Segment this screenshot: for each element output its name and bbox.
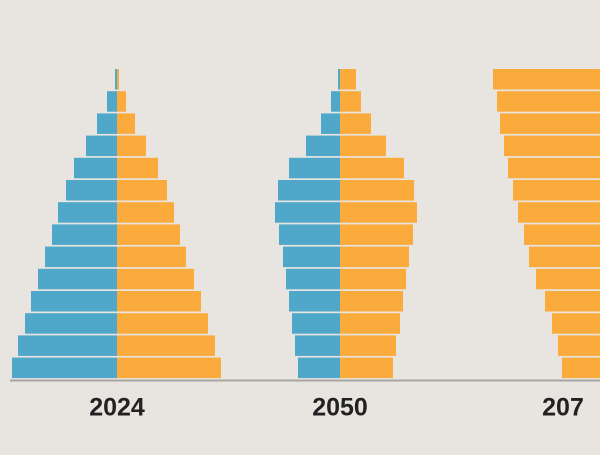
year-label: 2050 [312, 394, 368, 422]
male-bar [86, 135, 117, 157]
female-bar [340, 313, 400, 334]
male-bar [286, 268, 340, 290]
male-bar [107, 91, 117, 112]
male-bar [18, 335, 117, 356]
male-bar [278, 180, 340, 201]
female-bar [558, 335, 600, 356]
female-bar [340, 335, 396, 356]
male-bar [289, 157, 340, 179]
female-bar [497, 91, 600, 112]
female-bar [524, 224, 600, 245]
male-bar [58, 202, 117, 223]
female-bar [529, 246, 600, 268]
female-bar [340, 224, 413, 245]
female-bar [562, 357, 600, 379]
female-bar [340, 135, 386, 157]
female-bar [504, 135, 600, 157]
male-bar [338, 69, 340, 90]
female-bar [536, 268, 600, 290]
female-bar [340, 91, 361, 112]
female-bar [508, 157, 600, 179]
male-bar [31, 291, 117, 312]
female-bar [117, 246, 186, 268]
male-bar [331, 91, 340, 112]
female-bar [340, 202, 417, 223]
female-bar [340, 113, 371, 134]
year-label: 2024 [89, 394, 145, 422]
female-bar [117, 202, 174, 223]
female-bar [117, 335, 215, 356]
female-bar [493, 69, 600, 90]
female-bar [545, 291, 600, 312]
male-bar [38, 268, 117, 290]
female-bar [117, 91, 126, 112]
male-bar [74, 157, 117, 179]
female-bar [500, 113, 600, 134]
female-bar [117, 313, 208, 334]
male-bar [295, 335, 340, 356]
female-bar [340, 291, 403, 312]
male-bar [12, 357, 117, 379]
female-bar [117, 113, 135, 134]
male-bar [25, 313, 117, 334]
male-bar [275, 202, 340, 223]
female-bar [340, 180, 414, 201]
male-bar [283, 246, 340, 268]
female-bar [340, 357, 393, 379]
year-label: 207 [542, 394, 584, 422]
female-bar [518, 202, 600, 223]
female-bar [552, 313, 600, 334]
female-bar [117, 357, 221, 379]
male-bar [279, 224, 340, 245]
male-bar [52, 224, 117, 245]
female-bar [513, 180, 600, 201]
female-bar [340, 246, 409, 268]
male-bar [321, 113, 340, 134]
female-bar [340, 69, 356, 90]
male-bar [115, 69, 117, 90]
male-bar [306, 135, 340, 157]
male-bar [298, 357, 340, 379]
male-bar [289, 291, 340, 312]
male-bar [66, 180, 117, 201]
male-bar [97, 113, 117, 134]
female-bar [117, 224, 180, 245]
female-bar [117, 157, 158, 179]
female-bar [117, 180, 167, 201]
male-bar [292, 313, 340, 334]
female-bar [117, 69, 119, 90]
female-bar [117, 268, 194, 290]
male-bar [45, 246, 117, 268]
female-bar [340, 268, 406, 290]
female-bar [340, 157, 404, 179]
female-bar [117, 291, 201, 312]
female-bar [117, 135, 146, 157]
